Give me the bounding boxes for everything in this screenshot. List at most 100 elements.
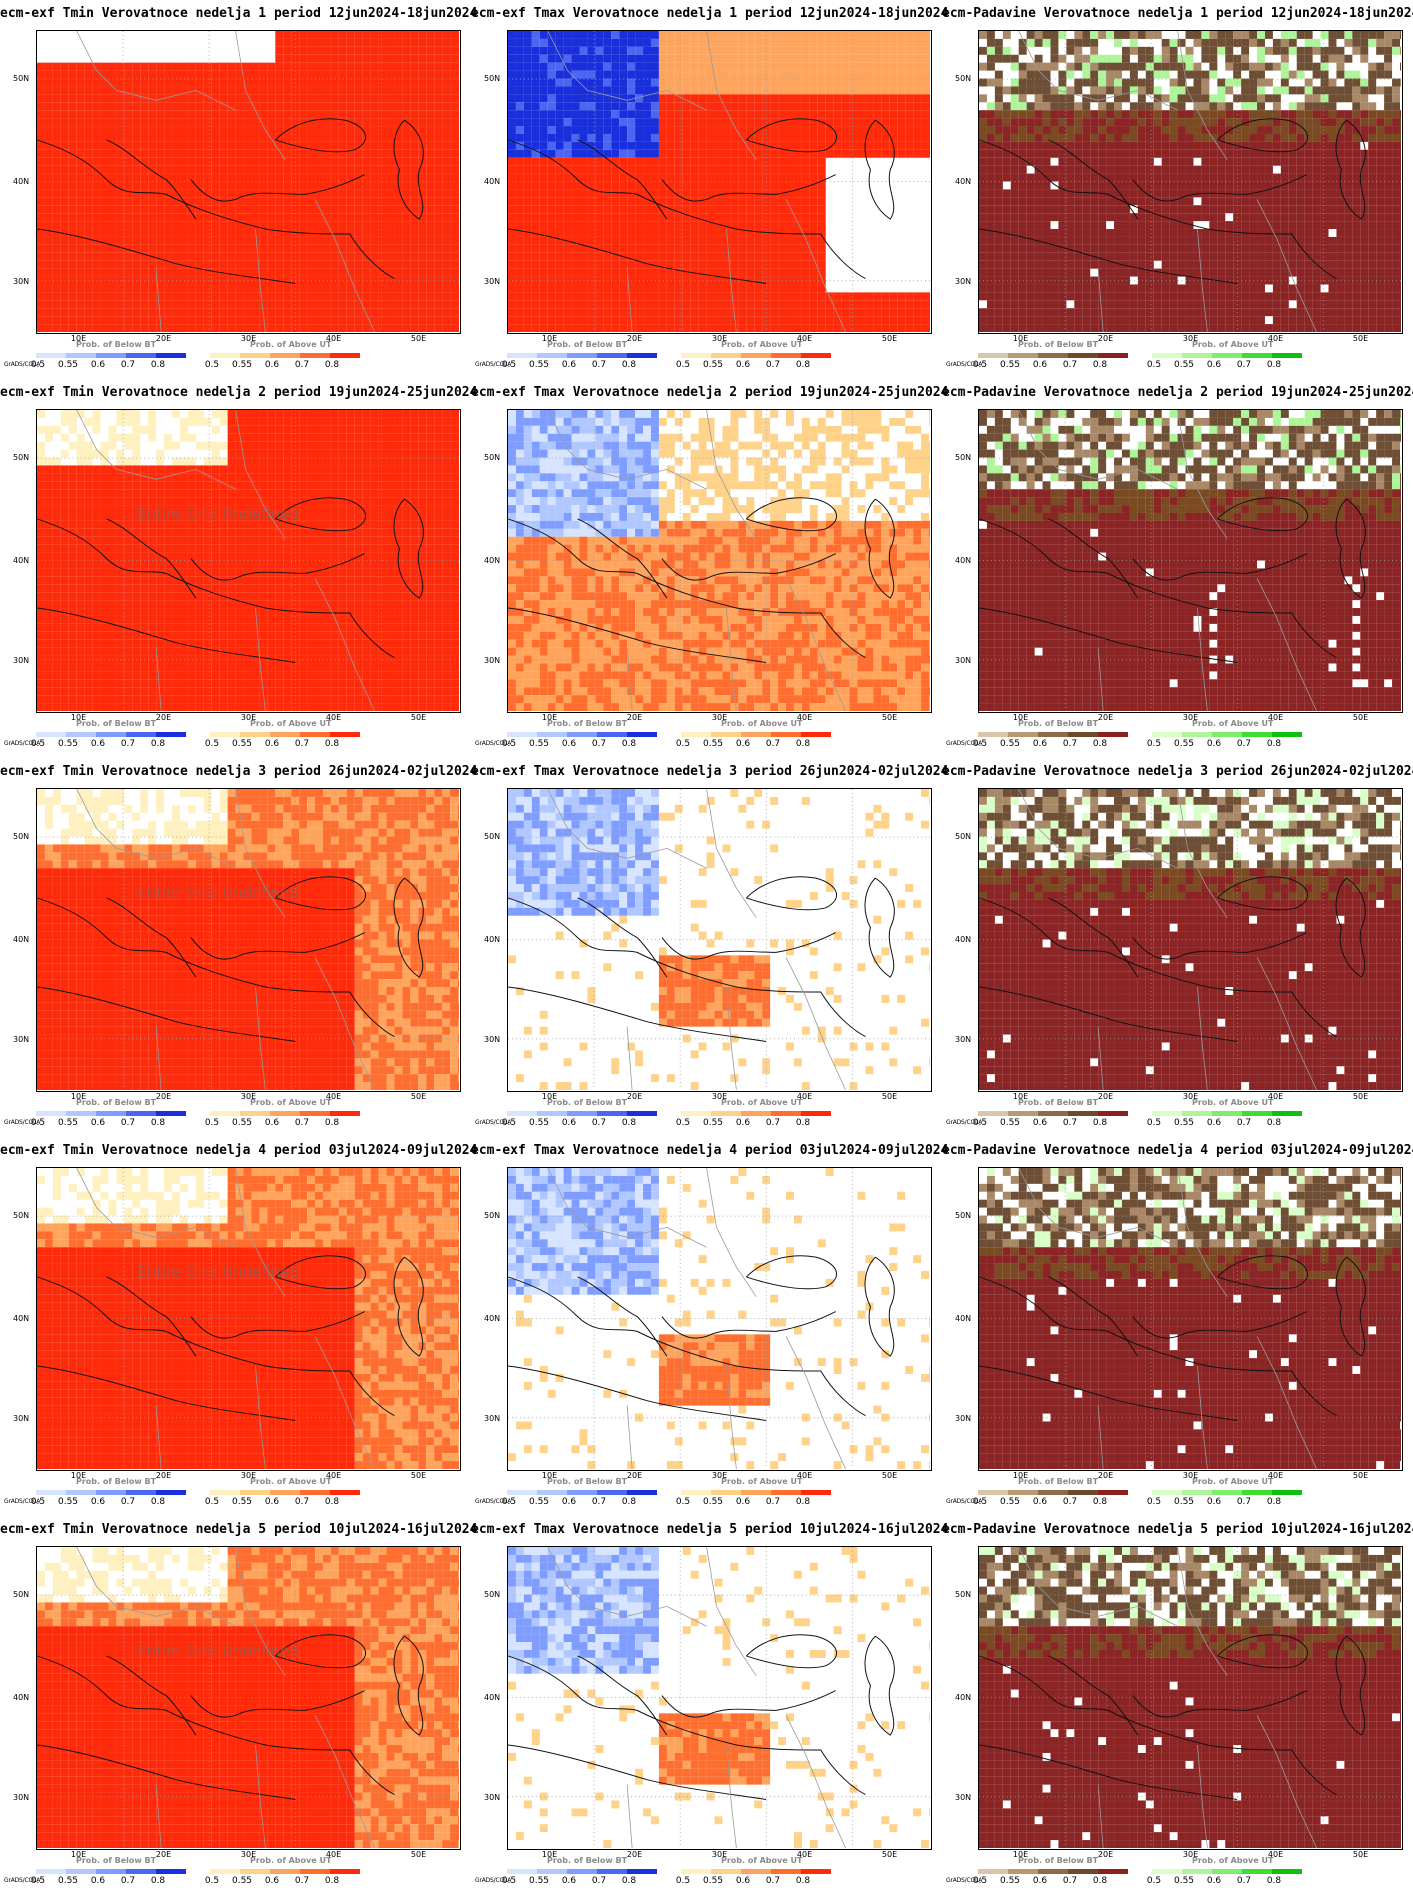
legend-tick-label: 0.7: [592, 1118, 606, 1128]
legend-above-colorbar: [1152, 1111, 1302, 1116]
title-period: period 10jul2024-16jul2024: [745, 1522, 949, 1537]
legend-tick-label: 0.7: [121, 1876, 135, 1886]
lon-tick-label: 10E: [71, 1850, 86, 1859]
coastline: [1048, 518, 1139, 599]
legend-tick-label: 0.8: [1267, 1876, 1281, 1886]
legend-tick-label: 0.7: [1237, 1876, 1251, 1886]
lon-tick-label: 30E: [1183, 713, 1198, 722]
map-raster: [979, 1547, 1401, 1848]
lon-tick-label: 20E: [1098, 1850, 1113, 1859]
legend-tick-label: 0.7: [295, 1876, 309, 1886]
legend-tick-label: 0.8: [1267, 739, 1281, 749]
legend-tick-label: 0.55: [529, 739, 549, 749]
legend-swatch: [978, 353, 1008, 358]
lon-tick-label: 10E: [1013, 334, 1028, 343]
lon-tick-label: 20E: [1098, 1092, 1113, 1101]
lon-tick-label: 20E: [156, 1471, 171, 1480]
map-raster: [508, 789, 930, 1090]
legend-tick-label: 0.55: [58, 360, 78, 370]
lon-tick-label: 10E: [542, 1850, 557, 1859]
legend-tick-label: 0.5: [973, 1497, 987, 1507]
country-border: [1197, 1365, 1208, 1469]
title-variable: ecm-exf Tmin Verovatnoce nedelja: [0, 385, 250, 400]
lon-tick-label: 50E: [882, 1850, 897, 1859]
legend-below-colorbar: [36, 1490, 186, 1495]
lat-tick-label: 40N: [955, 177, 971, 186]
lon-tick-label: 10E: [71, 1471, 86, 1480]
legend-swatch: [537, 1111, 567, 1116]
legend-swatch: [597, 1490, 627, 1495]
legend-swatch: [1182, 1490, 1212, 1495]
coastline: [1132, 932, 1307, 960]
legend-swatch: [66, 732, 96, 737]
legend-tick-label: 0.5: [1147, 1497, 1161, 1507]
legend-tick-label: 0.7: [766, 360, 780, 370]
legend-below-title: Prob. of Below BT: [547, 1477, 627, 1486]
country-border: [1197, 986, 1208, 1090]
legend-above-colorbar: [681, 1869, 831, 1874]
map-raster: [37, 1168, 459, 1469]
panel-title: ecm-exf Tmin Verovatnoce nedelja 5 perio…: [0, 1522, 477, 1537]
title-week-number: 5: [729, 1522, 737, 1537]
legend-tick-label: 0.5: [973, 739, 987, 749]
map-panel-tmin-week-1: ecm-exf Tmin Verovatnoce nedelja 1 perio…: [0, 0, 477, 379]
legend-swatch: [1152, 353, 1182, 358]
legend-tick-label: 0.7: [295, 360, 309, 370]
legend-tick-label: 0.6: [736, 1876, 750, 1886]
legend-tick-label: 0.5: [973, 360, 987, 370]
legend-swatch: [126, 1490, 156, 1495]
lat-tick-label: 40N: [13, 177, 29, 186]
legend-tick-label: 0.8: [1093, 1876, 1107, 1886]
country-border: [785, 957, 846, 1090]
coastline: [979, 897, 1337, 1037]
legend-swatch: [1182, 732, 1212, 737]
lon-tick-label: 50E: [1353, 1092, 1368, 1101]
legend-tick-label: 0.7: [1063, 1118, 1077, 1128]
legend-swatch: [96, 1490, 126, 1495]
title-period: period 03jul2024-09jul2024: [745, 1143, 949, 1158]
legend-swatch: [537, 1869, 567, 1874]
legend-swatch: [270, 732, 300, 737]
legend-swatch: [66, 353, 96, 358]
coastline: [37, 1365, 296, 1421]
coastline: [393, 1635, 424, 1736]
title-variable: ecm-Padavine Verovatnoce nedelja: [942, 385, 1192, 400]
legend-below-title: Prob. of Below BT: [76, 1477, 156, 1486]
legend-swatch: [300, 732, 330, 737]
legend-below-colorbar: [36, 353, 186, 358]
legend-tick-label: 0.5: [676, 739, 690, 749]
country-border: [626, 268, 633, 332]
legend-tick-label: 0.6: [736, 739, 750, 749]
country-border: [76, 410, 236, 490]
legend-below-colorbar: [36, 1869, 186, 1874]
grads-credit: GrADS/COLA: [475, 1877, 511, 1884]
legend-swatch: [1068, 1111, 1098, 1116]
coastline: [37, 139, 395, 279]
country-border: [76, 31, 236, 111]
map-raster: [979, 789, 1401, 1090]
country-border: [1018, 1547, 1178, 1627]
panel-title: ecm-exf Tmin Verovatnoce nedelja 2 perio…: [0, 385, 477, 400]
panel-title: ecm-exf Tmax Verovatnoce nedelja 1 perio…: [471, 6, 948, 21]
legend-tick-label: 0.55: [1000, 360, 1020, 370]
lon-tick-label: 20E: [1098, 1471, 1113, 1480]
legend-below-colorbar: [507, 1111, 657, 1116]
lon-tick-label: 50E: [882, 713, 897, 722]
country-border: [235, 1168, 286, 1297]
lat-tick-label: 40N: [13, 556, 29, 565]
country-border: [1197, 1744, 1208, 1848]
coastline: [393, 119, 424, 220]
title-variable: ecm-Padavine Verovatnoce nedelja: [942, 6, 1192, 21]
lon-tick-label: 50E: [411, 713, 426, 722]
legend-swatch: [96, 1111, 126, 1116]
lon-tick-label: 40E: [797, 1092, 812, 1101]
legend-swatch: [330, 1869, 360, 1874]
legend-swatch: [1212, 1490, 1242, 1495]
legend-tick-label: 0.8: [151, 1118, 165, 1128]
lon-tick-label: 30E: [1183, 1092, 1198, 1101]
legend-tick-label: 0.5: [676, 1876, 690, 1886]
country-border: [255, 1365, 266, 1469]
lon-tick-label: 40E: [326, 334, 341, 343]
grads-credit: GrADS/COLA: [4, 1498, 40, 1505]
map-raster: [508, 410, 930, 711]
